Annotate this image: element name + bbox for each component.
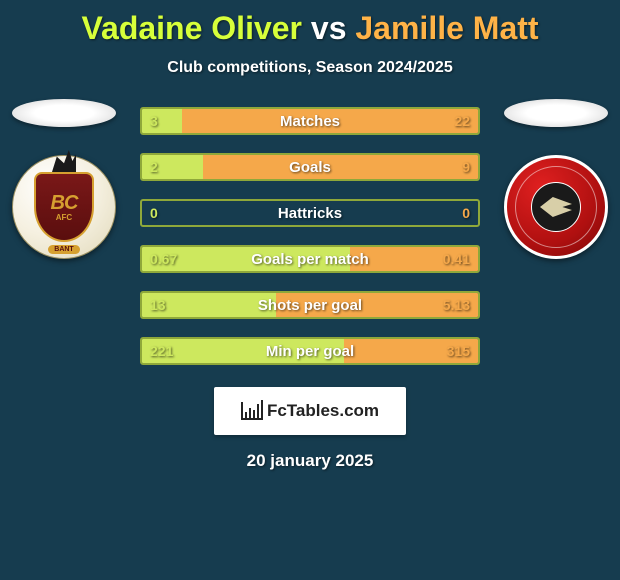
- metric-row-matches: Matches3 22: [140, 107, 480, 135]
- bradford-shield-icon: BC AFC BANT: [34, 172, 94, 242]
- metric-value-p2: 5.13: [443, 293, 470, 317]
- walsall-inner-icon: [531, 182, 581, 232]
- player1-name: Vadaine Oliver: [81, 10, 302, 46]
- metric-row-goals-per-match: Goals per match0.67 0.41: [140, 245, 480, 273]
- player2-column: [496, 99, 616, 259]
- player1-column: BC AFC BANT: [4, 99, 124, 259]
- metric-label: Goals per match: [142, 247, 478, 271]
- metric-row-hattricks: Hattricks0 0: [140, 199, 480, 227]
- player2-photo-placeholder: [504, 99, 608, 127]
- fctables-logo: FcTables.com: [214, 387, 406, 435]
- player1-photo-placeholder: [12, 99, 116, 127]
- comparison-title: Vadaine Oliver vs Jamille Matt: [0, 0, 620, 47]
- metric-value-p2: 9: [462, 155, 470, 179]
- crest-bc-text: BC: [51, 192, 78, 215]
- content-area: BC AFC BANT Matches3 22 Goals2 9 Hattricks0 0…: [0, 107, 620, 471]
- comparison-bars: Matches3 22 Goals2 9 Hattricks0 0 Goals per ma…: [140, 107, 480, 365]
- footer-date: 20 january 2025: [0, 451, 620, 471]
- metric-value-p1: 0: [150, 201, 158, 225]
- metric-row-min-per-goal: Min per goal221 315: [140, 337, 480, 365]
- metric-value-p2: 0: [462, 201, 470, 225]
- metric-value-p2: 0.41: [443, 247, 470, 271]
- metric-value-p1: 2: [150, 155, 158, 179]
- metric-value-p2: 22: [454, 109, 470, 133]
- metric-row-goals: Goals2 9: [140, 153, 480, 181]
- metric-row-shots-per-goal: Shots per goal13 5.13: [140, 291, 480, 319]
- metric-value-p2: 315: [447, 339, 470, 363]
- player1-club-crest: BC AFC BANT: [12, 155, 116, 259]
- bar-chart-icon: [241, 402, 263, 420]
- metric-label: Matches: [142, 109, 478, 133]
- swift-bird-icon: [540, 197, 572, 217]
- player2-name: Jamille Matt: [355, 10, 538, 46]
- player2-club-crest: [504, 155, 608, 259]
- metric-label: Hattricks: [142, 201, 478, 225]
- vs-text: vs: [311, 10, 347, 46]
- metric-value-p1: 13: [150, 293, 166, 317]
- metric-label: Goals: [142, 155, 478, 179]
- metric-label: Min per goal: [142, 339, 478, 363]
- crest-afc-text: AFC: [56, 213, 72, 222]
- subtitle: Club competitions, Season 2024/2025: [0, 59, 620, 77]
- metric-value-p1: 221: [150, 339, 173, 363]
- metric-value-p1: 3: [150, 109, 158, 133]
- fctables-brand-text: FcTables.com: [267, 401, 379, 421]
- metric-value-p1: 0.67: [150, 247, 177, 271]
- metric-label: Shots per goal: [142, 293, 478, 317]
- crest-bant-text: BANT: [48, 245, 79, 254]
